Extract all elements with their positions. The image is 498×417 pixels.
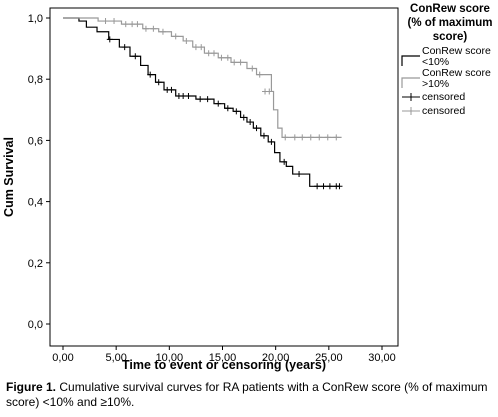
censor-mark (266, 88, 273, 95)
x-tick-label: 0,00 (52, 352, 73, 364)
censor-mark (326, 183, 333, 190)
legend-label: ConRew score (422, 45, 491, 57)
legend-label: >10% (422, 78, 449, 90)
y-tick-label: 1,0 (28, 13, 43, 25)
censor-mark (299, 134, 306, 141)
censor-mark (204, 96, 211, 103)
x-tick-label: 5,00 (105, 352, 126, 364)
y-tick-label: 0,8 (28, 74, 43, 86)
censor-mark (155, 79, 162, 86)
censor-mark (205, 50, 212, 57)
censor-mark (224, 105, 231, 112)
x-tick-label: 15,00 (209, 352, 237, 364)
censor-mark (224, 54, 231, 61)
censor-mark (102, 18, 109, 25)
censor-mark (282, 134, 289, 141)
censor-mark (134, 21, 141, 28)
censor-mark (142, 25, 149, 32)
censor-mark (240, 114, 247, 121)
x-tick-label: 10,00 (156, 352, 184, 364)
censor-mark (168, 86, 175, 93)
censor-mark (296, 171, 303, 178)
censor-mark (180, 93, 187, 100)
censor-mark (256, 71, 263, 78)
censor-mark (129, 21, 136, 28)
censor-mark (247, 119, 254, 126)
censor-mark (237, 59, 244, 66)
legend-label: ConRew score (422, 67, 491, 79)
censor-mark (291, 134, 298, 141)
censor-mark (281, 158, 288, 165)
censor-mark (333, 134, 340, 141)
censor-mark (122, 21, 129, 28)
x-tick-label: 30,00 (368, 352, 396, 364)
x-tick-label: 25,00 (315, 352, 343, 364)
axes (49, 7, 399, 347)
legend-line-swatch (401, 55, 420, 66)
censor-mark (210, 50, 217, 57)
legend-plus-swatch (402, 93, 420, 101)
censor-mark (132, 53, 139, 60)
legend-title: score) (433, 31, 468, 43)
censor-mark (324, 134, 331, 141)
censor-mark (215, 100, 222, 107)
legend-plus-swatch (402, 107, 420, 115)
censor-mark (268, 138, 275, 145)
censor-mark (231, 59, 238, 66)
censor-mark (314, 183, 321, 190)
survival-curves (63, 17, 342, 187)
survival-chart: 0,00 5,00 10,00 15,00 20,00 25,00 30,00 0,0 0,2 0… (2, 3, 493, 372)
censor-mark (185, 93, 192, 100)
legend-title: (% of maximum (408, 17, 493, 29)
censor-marks (102, 18, 343, 190)
legend-entry: ConRew score<10% (401, 45, 491, 68)
censor-mark (121, 44, 128, 51)
tick-labels: 0,00 5,00 10,00 15,00 20,00 25,00 30,00 0,0 0,2 0… (28, 13, 396, 364)
censor-mark (249, 65, 256, 72)
censor-mark (159, 28, 166, 35)
survival-curve-high (63, 17, 342, 138)
censor-mark (260, 132, 267, 139)
y-tick-label: 0,4 (28, 197, 43, 209)
censor-mark (150, 25, 157, 32)
legend-label: censored (422, 105, 465, 117)
censor-mark (253, 125, 260, 132)
legend-label: censored (422, 91, 465, 103)
legend-label: <10% (422, 56, 449, 68)
censor-mark (192, 44, 199, 51)
censor-mark (172, 33, 179, 40)
legend: ConRew score (% of maximum score) ConRew sc… (401, 3, 493, 117)
censor-mark (197, 96, 204, 103)
x-tick-label: 20,00 (262, 352, 290, 364)
censor-mark (183, 37, 190, 44)
censor-mark (198, 44, 205, 51)
plot-frame (49, 7, 399, 347)
censor-mark (111, 18, 118, 25)
y-tick-label: 0,6 (28, 135, 43, 147)
censor-mark (147, 71, 154, 78)
censor-mark (106, 36, 113, 43)
censor-mark (320, 183, 327, 190)
legend-title: ConRew score (410, 3, 490, 15)
legend-entry: censored (402, 105, 465, 117)
censor-mark (336, 183, 343, 190)
caption-label: Figure 1. (6, 380, 57, 394)
y-tick-label: 0,0 (28, 319, 43, 331)
legend-line-swatch (401, 77, 420, 88)
caption-text: Cumulative survival curves for RA patien… (6, 380, 488, 409)
censor-mark (316, 134, 323, 141)
censor-mark (218, 54, 225, 61)
y-tick-label: 0,2 (28, 258, 43, 270)
censor-mark (307, 134, 314, 141)
legend-entry: ConRew score>10% (401, 67, 491, 90)
figure-caption: Figure 1. Cumulative survival curves for… (6, 380, 494, 410)
legend-entry: censored (402, 91, 465, 103)
x-axis-label: Time to event or censoring (years) (122, 358, 326, 372)
y-axis-label: Cum Survival (2, 137, 16, 217)
censor-mark (233, 108, 240, 115)
survival-curve-low (63, 17, 340, 187)
